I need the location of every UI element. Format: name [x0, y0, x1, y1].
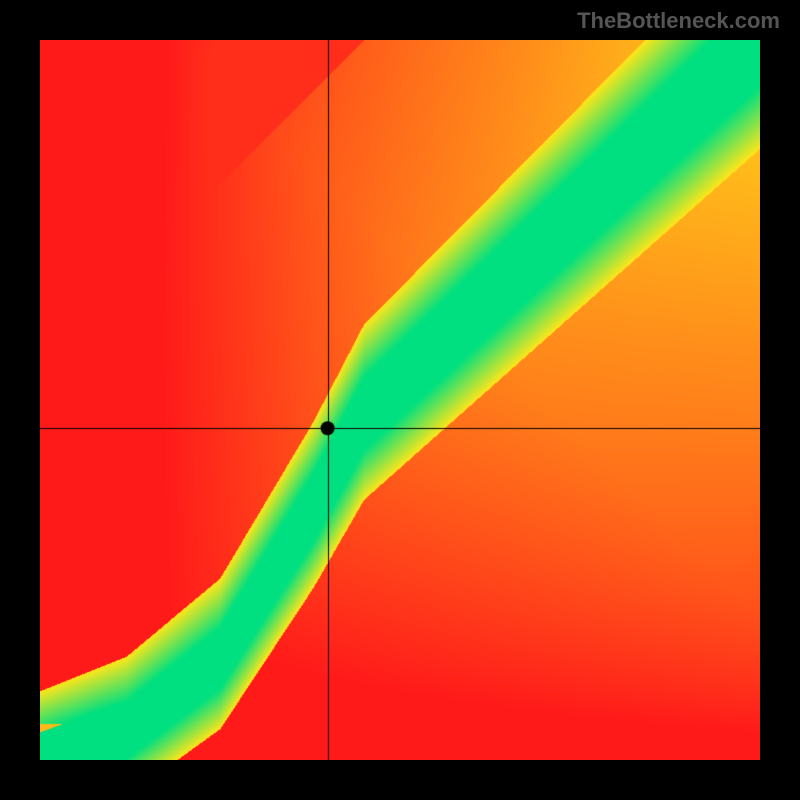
watermark-label: TheBottleneck.com — [577, 8, 780, 34]
crosshair-overlay — [40, 40, 760, 760]
chart-container: TheBottleneck.com — [0, 0, 800, 800]
